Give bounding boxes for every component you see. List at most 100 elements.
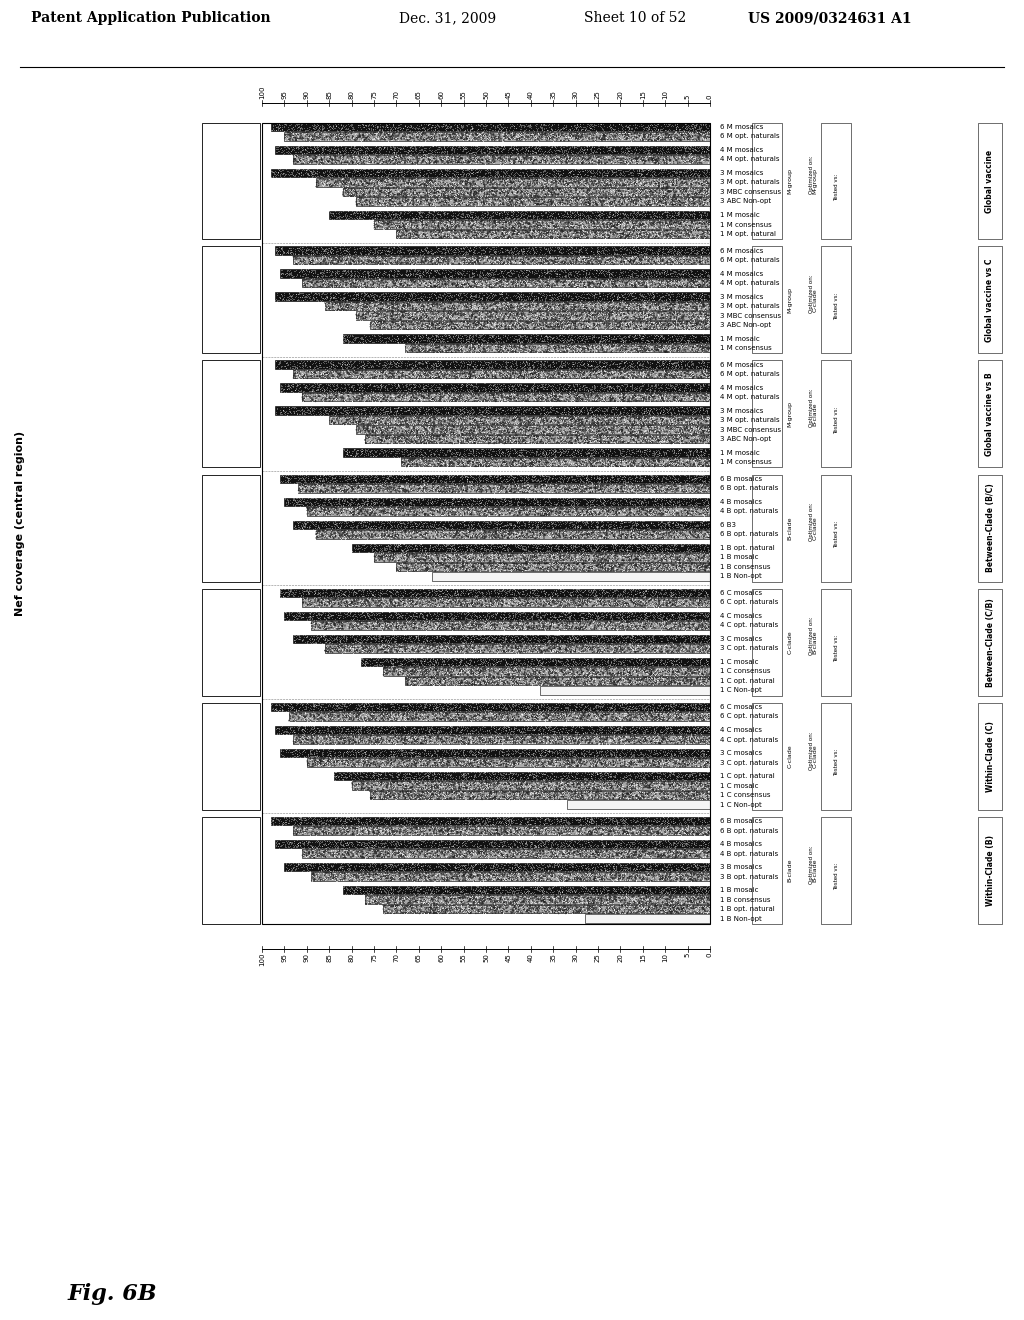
Point <box>540 140 556 161</box>
Point <box>521 697 538 718</box>
Point <box>499 207 515 228</box>
Point <box>666 315 682 337</box>
Point <box>685 833 701 854</box>
Point <box>553 750 569 771</box>
Point <box>447 671 464 692</box>
Point <box>321 750 337 771</box>
Point <box>422 865 438 886</box>
Point <box>431 659 447 680</box>
Point <box>552 895 568 916</box>
Point <box>478 115 495 136</box>
Point <box>544 451 560 473</box>
Point <box>638 164 654 185</box>
Point <box>492 268 508 289</box>
Point <box>698 842 715 863</box>
Point <box>403 748 420 770</box>
Point <box>390 809 407 830</box>
Point <box>546 374 562 395</box>
Point <box>671 638 687 659</box>
Point <box>359 719 376 741</box>
Point <box>505 664 521 685</box>
Point <box>569 426 586 447</box>
Point <box>526 367 543 388</box>
Point <box>368 292 384 313</box>
Point <box>582 284 598 305</box>
Point <box>385 717 401 738</box>
Point <box>361 374 378 395</box>
Point <box>505 710 521 731</box>
Point <box>675 162 691 183</box>
Point <box>321 490 337 511</box>
Point <box>439 661 456 682</box>
Point <box>453 498 469 519</box>
Point <box>617 627 634 648</box>
Point <box>268 722 285 743</box>
Point <box>504 218 520 239</box>
Point <box>637 335 653 356</box>
Point <box>586 284 602 305</box>
Point <box>666 358 682 379</box>
Point <box>403 587 420 609</box>
Point <box>538 164 554 185</box>
Point <box>403 504 420 525</box>
Point <box>627 631 643 652</box>
Point <box>568 362 585 383</box>
Point <box>515 540 531 561</box>
Point <box>450 554 466 576</box>
Point <box>526 857 543 878</box>
Point <box>415 470 431 491</box>
Point <box>460 220 476 242</box>
Point <box>568 498 585 519</box>
Point <box>336 589 352 610</box>
Point <box>386 147 402 168</box>
Point <box>430 247 446 268</box>
Point <box>554 783 570 804</box>
Point <box>385 861 401 882</box>
Point <box>482 416 499 437</box>
Point <box>570 182 587 203</box>
Point <box>435 649 452 671</box>
Point <box>475 222 492 243</box>
Point <box>562 876 579 898</box>
Point <box>634 177 650 198</box>
Point <box>421 441 437 462</box>
Point <box>367 176 383 197</box>
Point <box>394 488 411 510</box>
Point <box>562 206 579 227</box>
Point <box>674 147 690 168</box>
Point <box>367 318 383 339</box>
Point <box>678 611 694 632</box>
Point <box>420 327 436 348</box>
Point <box>508 363 524 384</box>
Point <box>475 887 492 908</box>
Point <box>356 273 373 294</box>
Point <box>580 741 596 762</box>
Point <box>663 899 679 920</box>
Point <box>525 441 542 462</box>
Point <box>350 704 367 725</box>
Bar <box>821 247 851 354</box>
Point <box>392 535 409 556</box>
Point <box>575 743 592 764</box>
Point <box>698 401 715 422</box>
Point <box>678 176 694 197</box>
Point <box>538 829 554 850</box>
Point <box>563 846 580 867</box>
Point <box>519 751 536 772</box>
Point <box>424 870 440 891</box>
Point <box>388 639 404 660</box>
Point <box>665 626 681 647</box>
Point <box>386 615 402 636</box>
Point <box>573 744 590 766</box>
Point <box>321 750 337 771</box>
Point <box>546 733 562 754</box>
Point <box>653 843 670 865</box>
Point <box>364 498 380 519</box>
Point <box>628 139 644 160</box>
Point <box>662 124 678 145</box>
Point <box>699 669 716 690</box>
Point <box>338 172 354 193</box>
Point <box>427 317 443 338</box>
Point <box>304 818 321 840</box>
Point <box>350 127 367 148</box>
